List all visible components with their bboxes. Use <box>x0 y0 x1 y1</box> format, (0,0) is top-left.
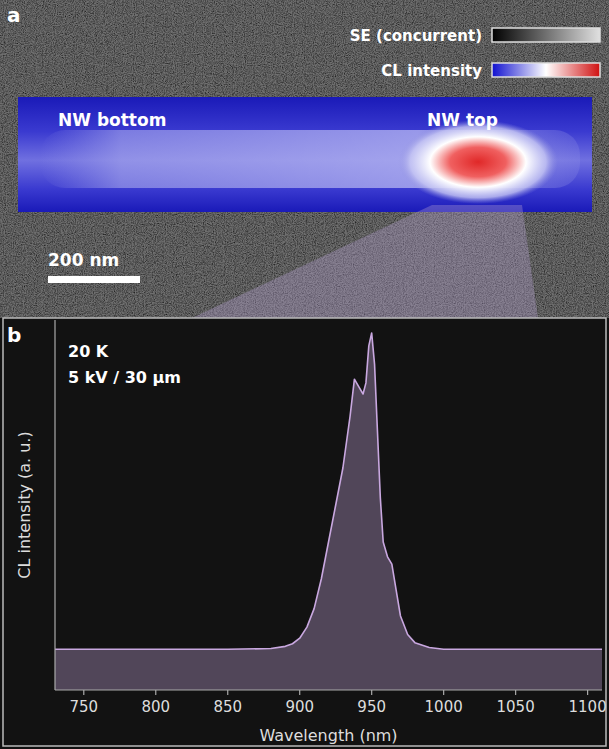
cl-map <box>18 97 592 212</box>
colorbar-cl <box>492 63 600 77</box>
cl-hotspot <box>398 120 558 204</box>
x-tick-label: 800 <box>141 698 170 716</box>
panel-letter: b <box>7 323 21 347</box>
x-tick <box>227 690 228 695</box>
colorbar-se <box>492 28 600 42</box>
y-axis-title: CL intensity (a. u.) <box>15 431 34 578</box>
plot-area <box>55 333 602 690</box>
zoom-wedge <box>192 205 538 318</box>
x-tick <box>299 690 300 695</box>
x-tick-label: 750 <box>69 698 98 716</box>
x-tick-label: 950 <box>357 698 386 716</box>
x-tick <box>443 690 444 695</box>
x-tick-label: 900 <box>285 698 314 716</box>
spectrum-area <box>55 333 602 690</box>
x-axis-title: Wavelength (nm) <box>259 726 397 745</box>
x-tick <box>155 690 156 695</box>
annotation: 5 kV / 30 μm <box>68 368 181 387</box>
colorbar-label: CL intensity <box>381 62 482 80</box>
se-background <box>0 0 609 318</box>
x-tick <box>587 690 588 695</box>
spectrum-line <box>55 333 602 649</box>
se-noise <box>0 0 609 318</box>
panel-b-background <box>3 318 606 746</box>
figure: SE (concurrent) CL intensity a NW bottom NW … <box>0 0 609 749</box>
x-tick-label: 850 <box>213 698 242 716</box>
x-axis <box>55 689 602 690</box>
x-tick <box>515 690 516 695</box>
annotation: NW bottom <box>58 110 166 130</box>
panel-letter: a <box>7 3 21 27</box>
annotation: 20 K <box>68 342 109 361</box>
x-tick-label: 1000 <box>425 698 463 716</box>
x-tick <box>371 690 372 695</box>
x-tick <box>83 690 84 695</box>
x-tick-label: 1050 <box>497 698 535 716</box>
annotation: NW top <box>427 110 498 130</box>
colorbar-label: SE (concurrent) <box>350 27 482 45</box>
y-axis <box>54 320 55 690</box>
x-tick-label: 1100 <box>569 698 607 716</box>
scale-bar <box>48 276 140 283</box>
scale-bar-label: 200 nm <box>48 250 119 270</box>
